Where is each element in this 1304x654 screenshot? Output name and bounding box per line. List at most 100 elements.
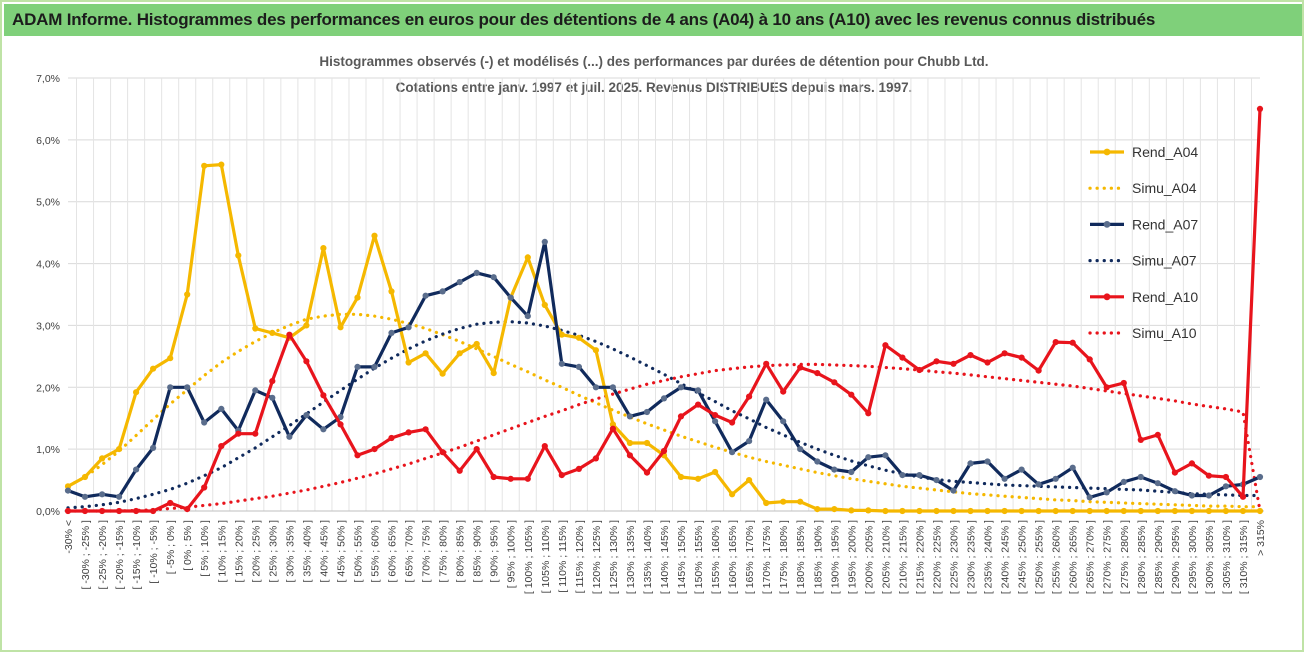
data-point <box>677 384 685 391</box>
x-tick-label: [ 290% ; 295% ] <box>1170 520 1182 594</box>
data-point <box>473 446 480 453</box>
legend-item-Simu_A07: Simu_A07 <box>1088 253 1197 269</box>
data-point <box>541 443 548 450</box>
data-point <box>371 232 378 239</box>
x-tick-label: [ 145% ; 150% ] <box>676 520 688 594</box>
data-point <box>252 325 259 332</box>
data-point <box>422 426 429 433</box>
data-point <box>99 507 106 515</box>
legend-item-Rend_A07: Rend_A07 <box>1090 216 1198 232</box>
data-point <box>746 393 753 400</box>
x-tick-label: [ 280% ; 285% ] <box>1136 520 1148 594</box>
x-tick-label: [ 75% ; 80% ] <box>438 520 450 583</box>
x-tick-label: [ -25% ; -20% ] <box>97 520 109 590</box>
data-point <box>626 439 634 447</box>
x-tick-label: [ 170% ; 175% ] <box>761 520 773 594</box>
x-tick-label: [ 40% ; 45% ] <box>318 520 330 583</box>
data-point <box>1239 507 1247 515</box>
data-point <box>626 413 634 420</box>
data-point <box>1137 436 1144 443</box>
series-line-Simu_A07 <box>66 320 1262 510</box>
y-axis-ticks: 0,0% 1,0% 2,0% 3,0% 4,0% 5,0% 6,0% 7,0% <box>36 73 60 518</box>
x-tick-label: [ 195% ; 200% ] <box>846 520 858 594</box>
data-point <box>1222 507 1229 515</box>
data-point <box>609 421 617 428</box>
y-tick-label: 3,0% <box>36 320 60 332</box>
data-point <box>882 342 889 349</box>
data-point <box>558 331 565 338</box>
data-point <box>1171 469 1178 476</box>
data-point <box>780 388 787 395</box>
data-point <box>371 446 378 453</box>
data-point <box>1086 356 1093 363</box>
x-tick-label: [ 70% ; 75% ] <box>421 520 433 583</box>
data-point <box>814 506 821 513</box>
data-point <box>64 507 72 515</box>
x-tick-label: [ 55% ; 60% ] <box>370 520 382 583</box>
data-point <box>763 360 770 367</box>
y-tick-label: 6,0% <box>36 135 60 147</box>
data-point <box>337 421 344 428</box>
data-point <box>81 507 89 515</box>
data-point <box>81 473 89 481</box>
data-point <box>490 274 497 281</box>
data-point <box>150 444 157 451</box>
data-point <box>712 418 719 425</box>
data-point <box>933 477 940 484</box>
x-tick-label: [ 25% ; 30% ] <box>267 520 279 583</box>
data-point <box>1171 507 1178 515</box>
x-tick-label: [ 45% ; 50% ] <box>335 520 347 583</box>
x-tick-label: [ 60% ; 65% ] <box>387 520 399 583</box>
data-point <box>490 473 497 481</box>
data-point <box>950 507 957 515</box>
data-point <box>133 466 140 473</box>
data-point <box>695 387 702 394</box>
data-point <box>677 413 685 420</box>
data-point <box>167 499 174 507</box>
data-point <box>1154 431 1161 438</box>
x-tick-label: [ 165% ; 170% ] <box>744 520 756 594</box>
y-tick-label: 7,0% <box>36 73 60 85</box>
data-point <box>746 477 753 484</box>
data-point <box>729 491 736 498</box>
data-point <box>184 506 191 513</box>
data-point <box>1001 507 1008 515</box>
x-tick-label: [ 205% ; 210% ] <box>880 520 892 594</box>
data-point <box>64 487 72 494</box>
data-point <box>133 389 140 396</box>
data-point <box>286 331 293 338</box>
data-point <box>252 387 259 394</box>
data-point <box>763 396 770 403</box>
data-point <box>456 350 463 357</box>
data-point <box>729 419 736 426</box>
data-point <box>1222 483 1229 490</box>
data-point <box>592 455 600 462</box>
data-point <box>1052 339 1059 346</box>
data-point <box>269 378 276 385</box>
data-point <box>1188 460 1195 467</box>
data-point <box>899 472 906 479</box>
x-tick-label: [ 190% ; 195% ] <box>829 520 841 594</box>
data-point <box>269 329 276 336</box>
data-point <box>746 438 753 445</box>
data-point <box>677 473 685 481</box>
x-tick-label: [ -15% ; -10% ] <box>131 520 143 590</box>
data-point <box>116 493 123 500</box>
data-point <box>1137 507 1144 515</box>
data-point <box>269 394 276 401</box>
data-point <box>933 358 940 365</box>
series-line-Simu_A10 <box>66 362 1262 513</box>
data-point <box>592 384 600 391</box>
x-tick-label: [ 50% ; 55% ] <box>352 520 364 583</box>
legend-item-Simu_A04: Simu_A04 <box>1088 180 1197 196</box>
data-point <box>81 493 89 500</box>
data-point <box>1103 507 1110 515</box>
legend-label: Simu_A10 <box>1132 325 1197 341</box>
data-point <box>1086 494 1093 501</box>
x-tick-label: [ 300% ; 305% ] <box>1204 520 1216 594</box>
data-point <box>1103 384 1110 391</box>
data-point <box>933 507 940 515</box>
x-tick-label: [ 65% ; 70% ] <box>404 520 416 583</box>
legend: Rend_A04 Simu_A04 Rend_A07 Simu_A07 Rend_A10… <box>1088 144 1198 341</box>
